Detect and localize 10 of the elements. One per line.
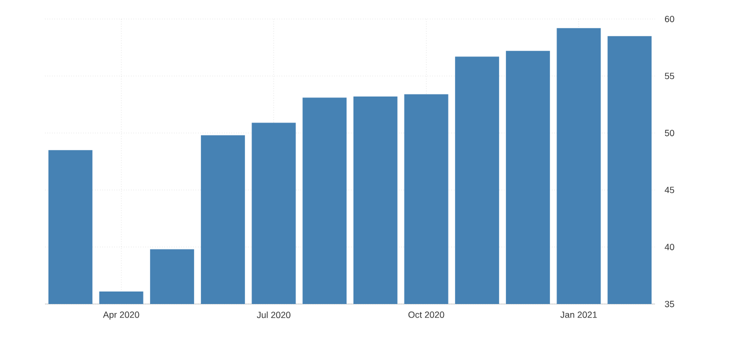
y-tick-label: 35 — [664, 300, 674, 308]
y-tick-label: 60 — [664, 16, 674, 22]
x-tick-label: Jan 2021 — [560, 312, 597, 318]
x-tick-label: Apr 2020 — [103, 312, 140, 320]
y-tick-label: 40 — [664, 244, 674, 250]
x-tick-label: Jul 2020 — [256, 312, 290, 318]
y-tick-label: 50 — [664, 130, 674, 136]
x-tick-label: Oct 2020 — [408, 312, 444, 318]
y-tick-label: 45 — [664, 186, 674, 194]
y-tick-label: 55 — [664, 72, 674, 80]
